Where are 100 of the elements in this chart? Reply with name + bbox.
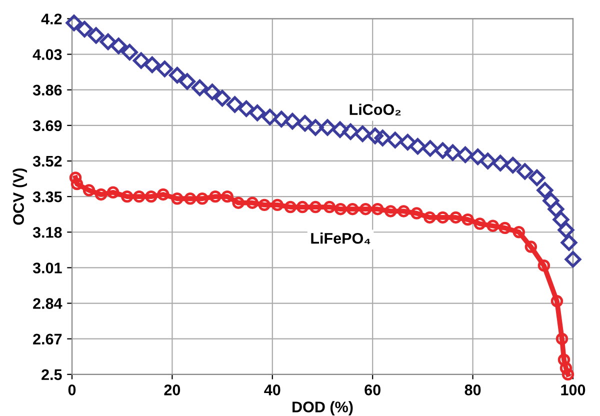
point [132, 52, 150, 69]
point [548, 200, 564, 218]
point [410, 207, 423, 220]
point [184, 192, 196, 205]
point [462, 213, 474, 226]
point [346, 203, 359, 216]
point [560, 234, 578, 251]
x-tick-label: 40 [264, 384, 280, 396]
point [444, 144, 462, 161]
point [144, 56, 160, 74]
point [168, 66, 186, 84]
point [307, 119, 324, 136]
y-tick-label: 4.03 [32, 49, 62, 60]
point [82, 184, 96, 196]
point [273, 110, 290, 128]
y-tick-label: 3.35 [32, 191, 62, 202]
point [524, 240, 538, 253]
y-tick-label: 4.2 [41, 14, 62, 24]
y-tick-label: 2.67 [33, 334, 62, 345]
point [100, 33, 116, 50]
point [271, 198, 284, 212]
point [512, 226, 526, 238]
x-tick-label: 60 [364, 384, 380, 396]
point [214, 90, 231, 106]
point [542, 192, 560, 210]
point [221, 190, 234, 203]
point [399, 134, 416, 150]
series-label: LiFePO₄ [311, 232, 370, 244]
point [366, 128, 384, 144]
point [516, 163, 534, 180]
point [550, 295, 564, 308]
point [258, 198, 270, 212]
x-tick-label: 0 [68, 384, 76, 396]
point [424, 211, 436, 224]
y-tick-label: 3.01 [32, 262, 62, 274]
point [106, 186, 120, 198]
point [156, 60, 173, 78]
point [470, 148, 486, 166]
point [145, 190, 158, 203]
point [157, 188, 170, 201]
point [76, 20, 93, 38]
point [552, 211, 570, 228]
point [372, 203, 384, 216]
point [284, 112, 301, 130]
point [323, 200, 336, 214]
y-tick-label: 3.52 [32, 156, 62, 167]
point [450, 211, 462, 224]
point [70, 178, 84, 190]
y-tick-label: 3.86 [32, 84, 62, 96]
point [196, 192, 208, 205]
point [94, 188, 108, 201]
point [398, 205, 410, 218]
x-tick-label: 20 [164, 384, 180, 396]
point [480, 152, 496, 170]
point [178, 73, 196, 90]
point [422, 140, 438, 157]
x-tick-label: 100 [561, 384, 586, 396]
point [262, 108, 278, 126]
point [66, 14, 82, 32]
point [556, 332, 568, 345]
point [504, 156, 522, 174]
point [359, 203, 372, 216]
point [528, 169, 546, 186]
series-label: LiCoO₂ [350, 104, 401, 116]
point [296, 200, 309, 214]
point [171, 192, 184, 205]
point [246, 196, 258, 209]
point [249, 104, 266, 122]
point [562, 368, 574, 381]
point [209, 190, 222, 203]
point [334, 203, 347, 216]
y-tick-label: 3.18 [32, 226, 62, 238]
y-tick-label: 3.69 [32, 120, 62, 132]
point [309, 200, 322, 214]
point [434, 142, 452, 159]
point [332, 121, 348, 138]
point [319, 119, 336, 136]
point [69, 172, 82, 184]
point [88, 27, 104, 44]
point [492, 154, 509, 172]
point [384, 205, 397, 218]
point [558, 354, 570, 366]
y-axis-title: OCV (V) [12, 168, 27, 225]
point [486, 220, 499, 232]
point [409, 138, 426, 155]
point [457, 146, 474, 163]
point [133, 190, 146, 203]
point [386, 132, 404, 148]
point [536, 182, 554, 199]
point [354, 126, 371, 142]
point [436, 211, 449, 224]
point [560, 362, 572, 374]
point [121, 44, 138, 60]
y-tick-label: 2.5 [42, 369, 62, 380]
point [232, 196, 244, 209]
point [538, 259, 550, 272]
x-axis-title: DOD (%) [292, 401, 353, 416]
point [474, 218, 486, 230]
point [110, 38, 127, 54]
point [226, 96, 244, 113]
